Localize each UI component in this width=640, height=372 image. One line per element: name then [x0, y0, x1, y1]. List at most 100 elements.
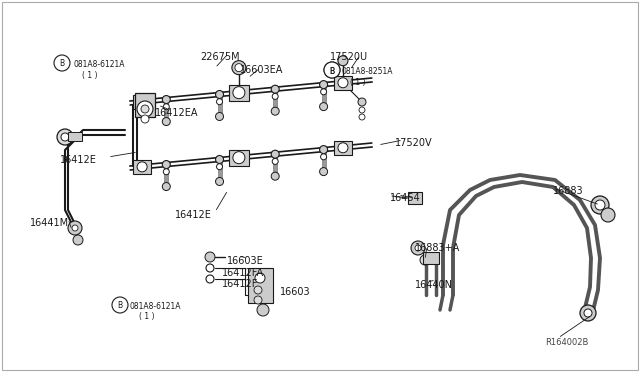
Circle shape [163, 161, 170, 169]
Text: 16603EA: 16603EA [240, 65, 284, 75]
Circle shape [206, 275, 214, 283]
Text: B: B [330, 67, 335, 76]
Text: 16883+A: 16883+A [415, 243, 460, 253]
Circle shape [601, 208, 615, 222]
Text: 16412E: 16412E [60, 155, 97, 165]
Circle shape [254, 286, 262, 294]
Circle shape [235, 64, 243, 72]
Circle shape [411, 241, 425, 255]
Circle shape [338, 56, 348, 66]
Text: 16883: 16883 [553, 186, 584, 196]
Bar [334, 141, 352, 155]
Bar [229, 85, 249, 101]
Circle shape [272, 158, 278, 164]
Circle shape [257, 304, 269, 316]
Circle shape [358, 98, 366, 106]
Bar [133, 160, 151, 174]
Circle shape [137, 97, 147, 107]
Circle shape [271, 172, 279, 180]
Text: R164002B: R164002B [545, 338, 588, 347]
Circle shape [72, 225, 78, 231]
Text: 16412FA: 16412FA [222, 268, 264, 278]
Circle shape [319, 168, 328, 176]
Circle shape [319, 81, 328, 89]
Circle shape [580, 305, 596, 321]
Text: B: B [117, 301, 123, 311]
Text: 16440N: 16440N [415, 280, 453, 290]
Text: 16441M: 16441M [30, 218, 69, 228]
Circle shape [216, 177, 223, 186]
Circle shape [359, 114, 365, 120]
Circle shape [319, 103, 328, 110]
Circle shape [216, 164, 223, 170]
Circle shape [338, 78, 348, 88]
Text: ( 1 ): ( 1 ) [350, 78, 365, 87]
Text: 17520V: 17520V [395, 138, 433, 148]
Text: 16412F: 16412F [222, 279, 259, 289]
Text: ( 1 ): ( 1 ) [139, 312, 154, 321]
Circle shape [73, 235, 83, 245]
Text: 17520U: 17520U [330, 52, 368, 62]
Circle shape [359, 107, 365, 113]
Text: B: B [330, 67, 335, 76]
Bar [248, 267, 273, 302]
Bar [408, 192, 422, 204]
Circle shape [54, 55, 70, 71]
Circle shape [163, 118, 170, 126]
Circle shape [271, 85, 279, 93]
Text: 16454: 16454 [390, 193, 420, 203]
Circle shape [321, 154, 326, 160]
Circle shape [595, 200, 605, 210]
Circle shape [163, 169, 170, 175]
Circle shape [57, 129, 73, 145]
Circle shape [137, 162, 147, 172]
Bar [133, 95, 151, 109]
Circle shape [324, 62, 340, 78]
Circle shape [163, 104, 170, 110]
Bar [229, 150, 249, 166]
Circle shape [233, 87, 245, 99]
Circle shape [271, 150, 279, 158]
Circle shape [206, 264, 214, 272]
Text: ( 1 ): ( 1 ) [82, 71, 97, 80]
Circle shape [233, 152, 245, 164]
Text: 081A8-8251A: 081A8-8251A [342, 67, 394, 76]
Circle shape [584, 309, 592, 317]
Circle shape [232, 61, 246, 75]
Circle shape [272, 93, 278, 99]
Circle shape [321, 89, 326, 95]
Text: 16603: 16603 [280, 287, 310, 297]
Text: B: B [60, 60, 65, 68]
Circle shape [324, 62, 340, 78]
Text: 081A8-6121A: 081A8-6121A [73, 60, 125, 69]
Circle shape [141, 105, 149, 113]
Circle shape [61, 133, 69, 141]
Text: 16412EA: 16412EA [155, 108, 198, 118]
Circle shape [319, 145, 328, 154]
Circle shape [141, 115, 149, 123]
Circle shape [254, 296, 262, 304]
Circle shape [216, 155, 223, 163]
Bar [423, 252, 439, 264]
Circle shape [420, 255, 430, 265]
Circle shape [216, 112, 223, 121]
Text: 16412E: 16412E [175, 210, 212, 220]
Circle shape [68, 221, 82, 235]
Text: 22675M: 22675M [200, 52, 239, 62]
Bar [135, 93, 155, 117]
Text: 081A8-6121A: 081A8-6121A [130, 302, 182, 311]
Circle shape [216, 99, 223, 105]
Circle shape [338, 143, 348, 153]
Circle shape [255, 273, 265, 283]
Circle shape [163, 183, 170, 190]
Circle shape [205, 252, 215, 262]
Circle shape [112, 297, 128, 313]
Circle shape [415, 245, 421, 251]
Circle shape [216, 90, 223, 99]
Bar [68, 131, 82, 141]
Circle shape [271, 107, 279, 115]
Circle shape [591, 196, 609, 214]
Bar [334, 76, 352, 90]
Circle shape [163, 96, 170, 103]
Text: 16603E: 16603E [227, 256, 264, 266]
